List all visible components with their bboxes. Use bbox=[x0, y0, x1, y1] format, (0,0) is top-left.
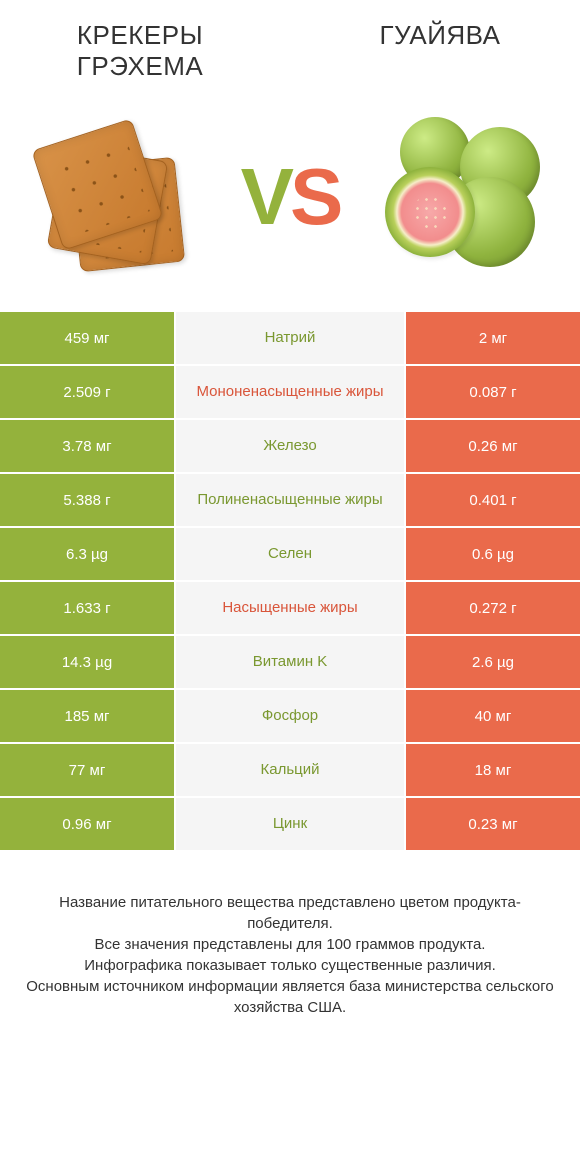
vs-s: S bbox=[290, 152, 339, 241]
footer-line: Основным источником информации является … bbox=[26, 978, 553, 1016]
value-right: 0.087 г bbox=[404, 366, 580, 418]
nutrient-label: Кальций bbox=[176, 744, 404, 796]
value-left: 3.78 мг bbox=[0, 420, 176, 472]
value-right: 0.272 г bbox=[404, 582, 580, 634]
footer-note: Название питательного вещества представл… bbox=[0, 852, 580, 1018]
vs-row: VS bbox=[0, 92, 580, 312]
product-image-right bbox=[380, 112, 550, 282]
table-row: 3.78 мгЖелезо0.26 мг bbox=[0, 420, 580, 474]
value-left: 77 мг bbox=[0, 744, 176, 796]
crackers-icon bbox=[35, 122, 195, 272]
value-right: 0.401 г bbox=[404, 474, 580, 526]
table-row: 14.3 µgВитамин K2.6 µg bbox=[0, 636, 580, 690]
guava-icon bbox=[385, 117, 545, 277]
table-row: 1.633 гНасыщенные жиры0.272 г bbox=[0, 582, 580, 636]
value-left: 2.509 г bbox=[0, 366, 176, 418]
table-row: 185 мгФосфор40 мг bbox=[0, 690, 580, 744]
value-left: 185 мг bbox=[0, 690, 176, 742]
vs-v: V bbox=[241, 152, 290, 241]
value-left: 0.96 мг bbox=[0, 798, 176, 850]
footer-line: Все значения представлены для 100 граммо… bbox=[95, 936, 486, 953]
value-right: 2.6 µg bbox=[404, 636, 580, 688]
footer-line: Название питательного вещества представл… bbox=[59, 894, 521, 932]
value-left: 459 мг bbox=[0, 312, 176, 364]
footer-line: Инфографика показывает только существенн… bbox=[84, 957, 496, 974]
value-right: 40 мг bbox=[404, 690, 580, 742]
nutrient-label: Полиненасыщенные жиры bbox=[176, 474, 404, 526]
table-row: 5.388 гПолиненасыщенные жиры0.401 г bbox=[0, 474, 580, 528]
table-row: 2.509 гМононенасыщенные жиры0.087 г bbox=[0, 366, 580, 420]
nutrient-label: Натрий bbox=[176, 312, 404, 364]
nutrient-label: Железо bbox=[176, 420, 404, 472]
nutrient-label: Цинк bbox=[176, 798, 404, 850]
vs-label: VS bbox=[241, 157, 340, 237]
table-row: 77 мгКальций18 мг bbox=[0, 744, 580, 798]
product-image-left bbox=[30, 112, 200, 282]
comparison-table: 459 мгНатрий2 мг2.509 гМононенасыщенные … bbox=[0, 312, 580, 852]
value-right: 0.6 µg bbox=[404, 528, 580, 580]
value-right: 0.26 мг bbox=[404, 420, 580, 472]
value-right: 0.23 мг bbox=[404, 798, 580, 850]
product-title-left: КРЕКЕРЫ ГРЭХЕМА bbox=[40, 20, 240, 82]
value-right: 2 мг bbox=[404, 312, 580, 364]
value-left: 14.3 µg bbox=[0, 636, 176, 688]
nutrient-label: Насыщенные жиры bbox=[176, 582, 404, 634]
header: КРЕКЕРЫ ГРЭХЕМА ГУАЙЯВА bbox=[0, 0, 580, 92]
nutrient-label: Витамин K bbox=[176, 636, 404, 688]
nutrient-label: Селен bbox=[176, 528, 404, 580]
value-left: 6.3 µg bbox=[0, 528, 176, 580]
value-left: 1.633 г bbox=[0, 582, 176, 634]
table-row: 6.3 µgСелен0.6 µg bbox=[0, 528, 580, 582]
nutrient-label: Фосфор bbox=[176, 690, 404, 742]
table-row: 0.96 мгЦинк0.23 мг bbox=[0, 798, 580, 852]
table-row: 459 мгНатрий2 мг bbox=[0, 312, 580, 366]
value-left: 5.388 г bbox=[0, 474, 176, 526]
nutrient-label: Мононенасыщенные жиры bbox=[176, 366, 404, 418]
product-title-right: ГУАЙЯВА bbox=[340, 20, 540, 51]
value-right: 18 мг bbox=[404, 744, 580, 796]
